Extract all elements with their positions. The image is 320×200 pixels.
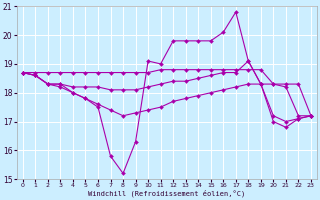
X-axis label: Windchill (Refroidissement éolien,°C): Windchill (Refroidissement éolien,°C): [88, 190, 245, 197]
